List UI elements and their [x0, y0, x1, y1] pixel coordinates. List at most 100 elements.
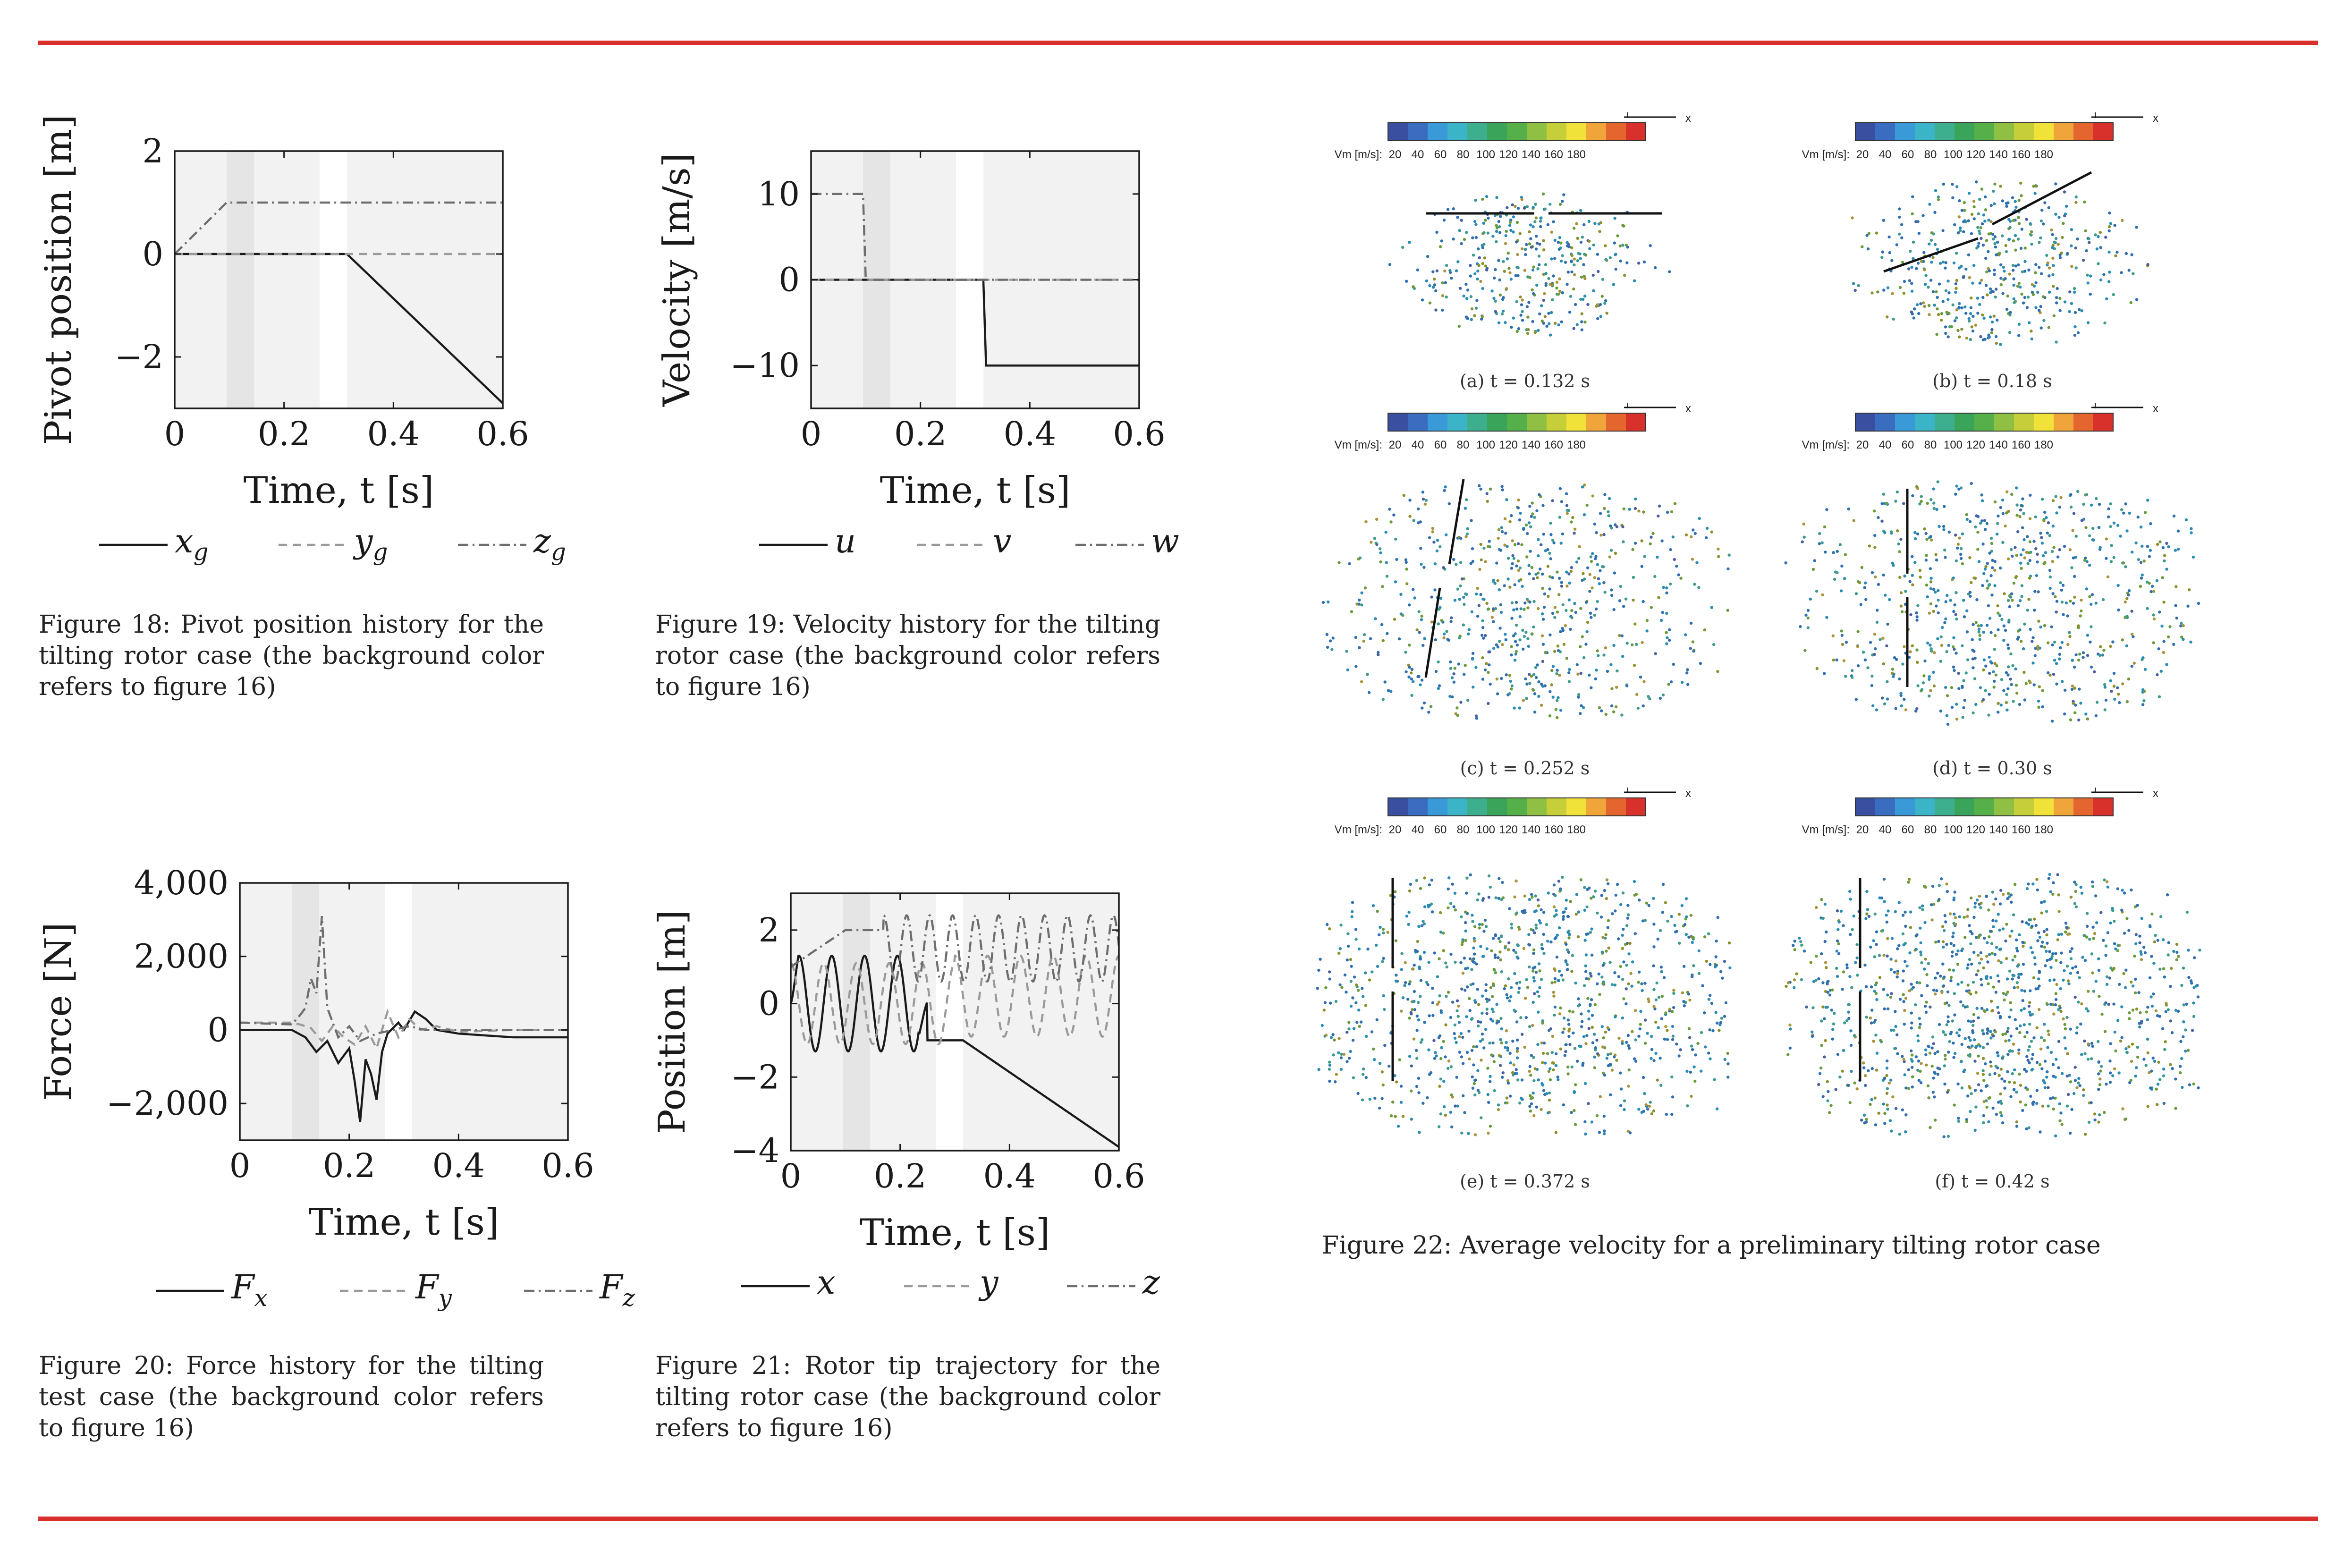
particle: [2157, 1060, 2160, 1064]
particle: [1623, 1099, 1626, 1102]
particle: [2196, 995, 2200, 999]
particle: [2056, 938, 2059, 941]
particle: [1527, 564, 1531, 568]
particle: [1650, 1034, 1653, 1038]
particle: [1515, 982, 1518, 985]
particle: [1637, 1108, 1641, 1111]
particle: [2097, 1120, 2100, 1124]
particle: [1957, 1034, 1961, 1037]
phase-band-2: [292, 883, 319, 1140]
particle: [1932, 670, 1935, 674]
particle: [2074, 195, 2078, 199]
particle: [1992, 237, 1995, 241]
particle: [1470, 318, 1473, 322]
particle: [1598, 230, 1601, 233]
particle: [1349, 958, 1353, 961]
particle: [2073, 595, 2076, 599]
particle: [1519, 511, 1522, 515]
particle: [1498, 293, 1502, 297]
particle: [1638, 1027, 1641, 1031]
particle: [1945, 311, 1948, 314]
particle: [1836, 939, 1839, 943]
particle: [1842, 924, 1845, 927]
particle: [1504, 234, 1507, 237]
particle: [2004, 1039, 2007, 1043]
x-tick-label: 0.2: [874, 1157, 926, 1195]
y-tick-label: −2,000: [106, 1084, 228, 1123]
particle: [2042, 930, 2046, 933]
particle: [2140, 952, 2143, 956]
particle: [1514, 653, 1518, 656]
particle: [1530, 893, 1533, 896]
particle: [1346, 944, 1350, 948]
particle: [1561, 291, 1564, 295]
particle: [1915, 615, 1919, 619]
particle: [2022, 1023, 2026, 1026]
particle: [1625, 1041, 1628, 1044]
particle: [1958, 335, 1961, 339]
particle: [1453, 599, 1457, 602]
particle: [2003, 1086, 2006, 1090]
particle: [1328, 970, 1331, 974]
particle: [1671, 1010, 1674, 1013]
particle: [1509, 995, 1513, 999]
particle: [2087, 237, 2090, 241]
particle: [2116, 887, 2119, 890]
particle: [1463, 1111, 1466, 1114]
particle: [2024, 682, 2028, 685]
particle: [1666, 1029, 1669, 1032]
particle: [2054, 998, 2058, 1001]
particle: [1558, 289, 1562, 293]
particle: [2014, 248, 2017, 252]
particle: [2020, 292, 2023, 296]
particle: [1802, 522, 1805, 525]
particle: [1691, 941, 1694, 944]
particle: [2043, 624, 2047, 627]
particle: [1883, 531, 1887, 534]
particle: [1633, 880, 1636, 883]
particle: [1354, 983, 1358, 987]
particle: [1960, 1043, 1963, 1046]
particle: [1590, 998, 1593, 1001]
particle: [2057, 893, 2060, 897]
particle: [1412, 588, 1415, 591]
particle: [1536, 663, 1539, 667]
particle: [1885, 1074, 1888, 1077]
particle: [1985, 975, 1988, 978]
particle: [1654, 998, 1658, 1001]
particle: [1538, 493, 1541, 496]
particle: [2074, 246, 2077, 250]
particle: [1475, 593, 1478, 596]
particle: [1845, 963, 1849, 966]
particle: [1820, 952, 1823, 956]
particle: [1890, 1129, 1893, 1133]
particle: [2084, 229, 2087, 233]
particle: [1393, 1074, 1396, 1077]
figure-22-caption: Figure 22: Average velocity for a prelim…: [1322, 1231, 2101, 1260]
colorbar-segment: [1935, 413, 1954, 431]
particle: [1572, 327, 1575, 330]
particle: [1989, 220, 1993, 223]
particle: [2014, 264, 2018, 268]
particle: [1609, 1052, 1613, 1056]
particle: [1515, 1020, 1519, 1024]
particle: [1692, 649, 1695, 653]
particle: [1433, 1057, 1437, 1060]
particle: [1477, 892, 1481, 896]
particle: [1918, 1026, 1921, 1029]
particle: [1988, 269, 1991, 272]
particle: [1591, 552, 1594, 555]
particle: [1577, 1004, 1580, 1008]
particle: [1432, 541, 1436, 544]
particle: [1510, 645, 1513, 648]
particle: [2097, 1088, 2100, 1091]
particle: [2012, 269, 2015, 272]
particle: [1470, 307, 1474, 311]
particle: [1354, 665, 1358, 668]
particle: [1471, 920, 1474, 923]
particle: [1541, 685, 1545, 688]
particle: [1462, 1094, 1465, 1097]
particle: [1547, 312, 1550, 315]
particle: [1625, 642, 1629, 645]
particle: [1482, 598, 1486, 601]
